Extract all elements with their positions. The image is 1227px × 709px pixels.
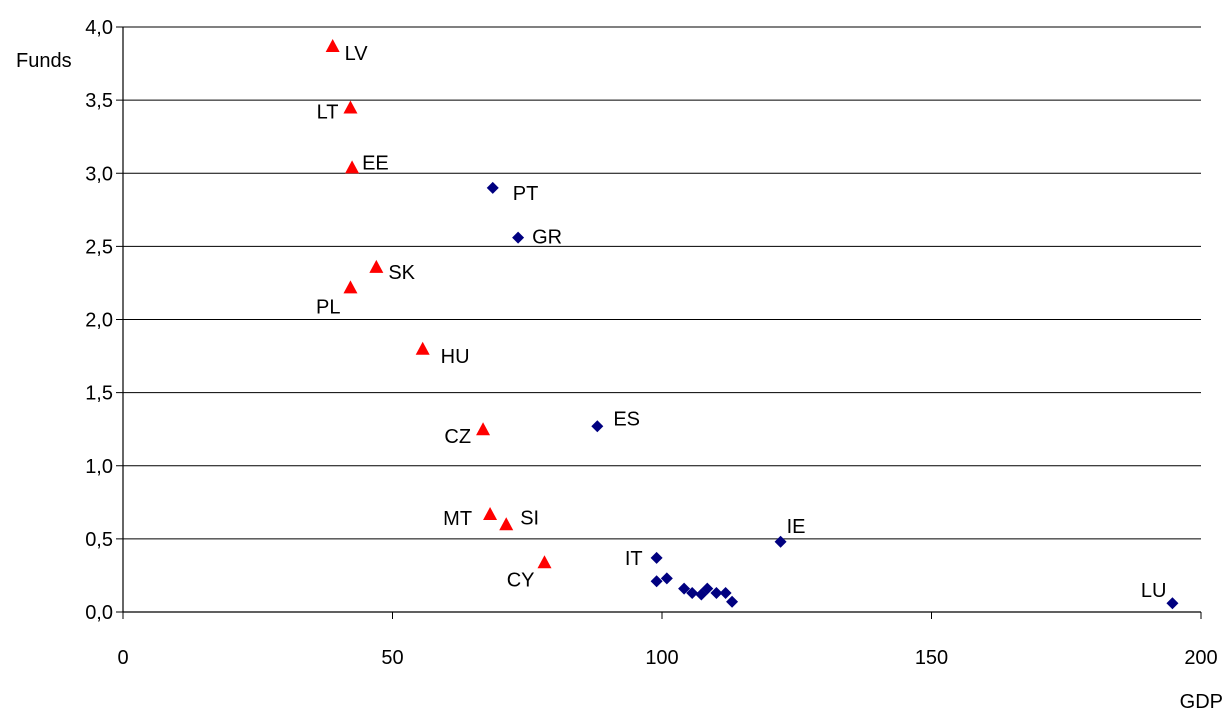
point-label-lt: LT [317,101,339,123]
point-label-es: ES [613,408,640,430]
y-tick-label: 2,5 [85,236,113,258]
triangle-marker-sk [369,259,384,273]
y-tick-label: 2,0 [85,310,113,332]
diamond-marker-ie [774,535,787,548]
diamond-marker [719,586,732,599]
y-tick-label: 1,5 [85,383,113,405]
diamond-marker-lu [1166,597,1179,610]
diamond-marker-it [650,551,663,564]
diamond-marker [710,586,723,599]
diamond-marker [660,572,673,585]
triangle-marker-si [499,517,514,531]
point-labels: LV LT EE SK PL HU CZ MT SI CY PT GR ES IE IT LU [316,43,1166,602]
y-tick-label: 4,0 [85,17,113,39]
y-tick-label: 1,0 [85,456,113,478]
triangle-marker-cy [537,555,552,569]
y-axis-title: Funds [16,50,72,72]
axes [116,26,1202,619]
diamond-marker [678,582,691,595]
triangle-marker-hu [415,341,430,355]
triangle-marker-ee [345,160,360,174]
triangle-marker-cz [476,422,491,436]
y-tick-label: 0,0 [85,602,113,624]
point-label-mt: MT [443,508,472,530]
point-label-lv: LV [345,43,369,65]
point-label-ie: IE [787,516,806,538]
point-label-it: IT [625,548,643,570]
diamond-marker [701,582,714,595]
x-tick-label: 200 [1184,647,1217,669]
gridlines [123,26,1201,540]
point-label-pt: PT [513,183,539,205]
point-label-gr: GR [532,227,562,249]
y-tick-label: 3,5 [85,90,113,112]
x-tick-label: 0 [117,647,128,669]
diamond-marker [650,575,663,588]
y-tick-label: 3,0 [85,163,113,185]
x-tick-label: 100 [645,647,678,669]
y-tick-label: 0,5 [85,529,113,551]
point-label-cy: CY [507,569,535,591]
diamond-marker [686,586,699,599]
x-tick-label: 150 [915,647,948,669]
point-label-cz: CZ [444,426,471,448]
diamond-marker-pt [486,181,499,194]
diamond-marker-gr [512,231,525,244]
x-tick-label: 50 [381,647,403,669]
point-label-sk: SK [388,262,415,284]
point-label-ee: EE [362,152,389,174]
point-label-hu: HU [441,346,470,368]
point-label-si: SI [520,507,539,529]
point-label-lu: LU [1141,580,1167,602]
triangle-marker-lv [325,39,340,53]
triangle-marker-mt [483,507,498,521]
tick-labels: 0,0 0,5 1,0 1,5 2,0 2,5 3,0 3,5 4,0 0 50 100 150 200 [85,17,1218,669]
data-points [325,39,1179,610]
triangle-marker-lt [343,100,358,114]
diamond-marker [726,595,739,608]
triangle-marker-pl [343,280,358,294]
point-label-pl: PL [316,296,340,318]
diamond-marker-es [591,420,604,433]
x-axis-title: GDP [1180,691,1223,709]
